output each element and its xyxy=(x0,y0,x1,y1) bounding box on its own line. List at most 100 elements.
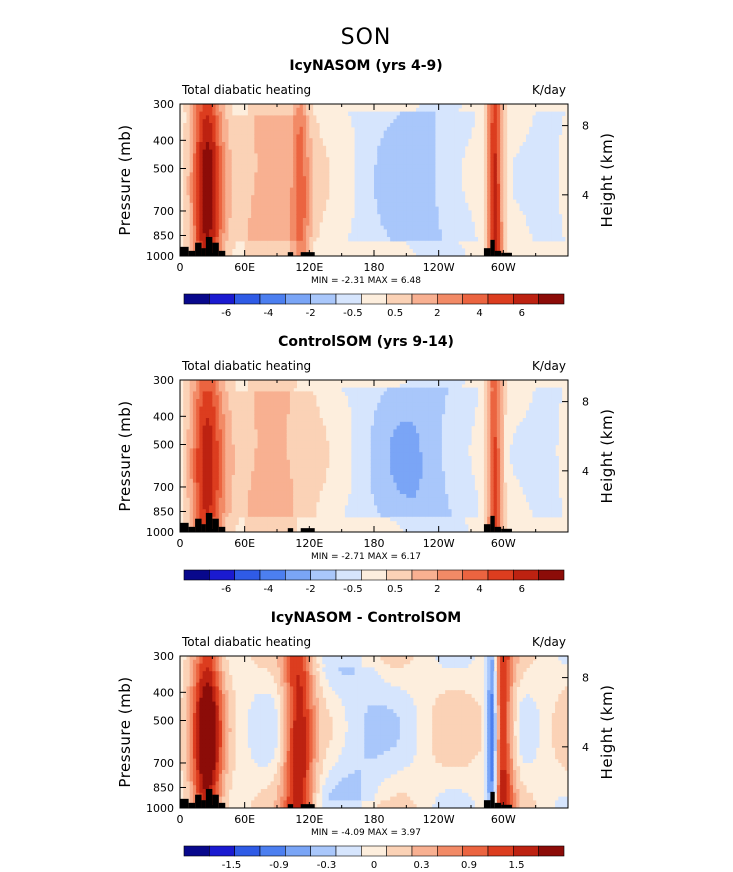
field-cell xyxy=(222,119,226,124)
field-cell xyxy=(241,456,246,461)
field-cell xyxy=(396,221,401,227)
field-cell xyxy=(548,195,553,200)
field-cell xyxy=(228,387,233,392)
field-cell xyxy=(309,145,314,151)
field-cell xyxy=(386,157,391,162)
field-cell xyxy=(412,111,417,116)
field-cell xyxy=(296,142,301,147)
field-cell xyxy=(257,225,262,230)
field-cell xyxy=(192,391,197,396)
field-cell xyxy=(538,214,543,219)
field-cell xyxy=(542,180,546,185)
field-cell xyxy=(503,145,508,151)
field-cell xyxy=(487,195,491,200)
field-cell xyxy=(296,134,301,139)
field-cell xyxy=(396,164,401,170)
field-cell xyxy=(251,210,255,215)
field-cell xyxy=(218,104,223,109)
field-cell xyxy=(192,414,197,419)
field-cell xyxy=(273,149,278,154)
field-cell xyxy=(319,210,323,215)
field-cell xyxy=(425,145,430,151)
field-cell xyxy=(529,180,534,185)
field-cell xyxy=(277,126,281,132)
field-cell xyxy=(458,206,462,211)
field-cell xyxy=(422,126,427,132)
field-cell xyxy=(189,145,194,151)
field-cell xyxy=(260,414,265,419)
field-cell xyxy=(357,149,362,154)
field-cell xyxy=(238,456,243,461)
field-cell xyxy=(247,452,252,457)
field-cell xyxy=(448,248,453,253)
field-cell xyxy=(493,126,498,132)
field-cell xyxy=(199,459,204,465)
field-cell xyxy=(425,252,430,256)
field-cell xyxy=(319,145,323,151)
field-cell xyxy=(361,176,365,181)
field-cell xyxy=(238,172,243,177)
field-cell xyxy=(205,145,210,151)
field-cell xyxy=(264,452,268,457)
field-cell xyxy=(325,157,330,162)
field-cell xyxy=(425,199,430,204)
field-cell xyxy=(403,149,407,154)
field-cell xyxy=(189,429,194,434)
units-label: K/day xyxy=(532,359,566,373)
field-cell xyxy=(448,233,453,238)
field-cell xyxy=(309,221,314,227)
field-cell xyxy=(218,410,223,415)
field-cell xyxy=(264,520,268,525)
field-cell xyxy=(241,399,246,404)
field-cell xyxy=(503,161,508,166)
field-cell xyxy=(186,391,191,396)
field-cell xyxy=(354,142,359,147)
field-cell xyxy=(254,202,259,208)
field-cell xyxy=(215,187,220,192)
field-cell xyxy=(267,218,272,223)
field-cell xyxy=(532,142,537,147)
field-cell xyxy=(247,119,252,124)
field-cell xyxy=(247,123,252,128)
field-cell xyxy=(416,145,420,151)
field-cell xyxy=(199,471,204,476)
field-cell xyxy=(260,478,265,484)
field-cell xyxy=(183,433,188,438)
field-cell xyxy=(555,191,559,196)
field-cell xyxy=(545,218,550,223)
field-cell xyxy=(202,452,207,457)
field-cell xyxy=(315,180,320,185)
field-cell xyxy=(555,164,559,170)
field-cell xyxy=(293,180,297,185)
field-cell xyxy=(199,183,204,189)
field-cell xyxy=(228,524,233,529)
field-cell xyxy=(364,206,369,211)
field-cell xyxy=(467,229,472,234)
field-cell xyxy=(238,164,243,170)
field-cell xyxy=(487,172,491,177)
field-cell xyxy=(283,221,288,227)
field-cell xyxy=(205,210,210,215)
field-cell xyxy=(299,240,304,246)
field-cell xyxy=(189,126,194,132)
field-cell xyxy=(438,176,443,181)
field-cell xyxy=(270,126,275,132)
field-cell xyxy=(390,210,394,215)
field-cell xyxy=(438,237,443,242)
field-cell xyxy=(425,237,430,242)
field-cell xyxy=(189,111,194,116)
field-cell xyxy=(380,225,385,230)
field-cell xyxy=(247,214,252,219)
land-mask xyxy=(300,252,315,256)
field-cell xyxy=(312,206,317,211)
field-cell xyxy=(351,221,356,227)
field-cell xyxy=(374,183,378,189)
field-cell xyxy=(222,421,226,427)
field-cell xyxy=(435,111,440,116)
field-cell xyxy=(234,164,239,170)
field-cell xyxy=(231,195,236,200)
field-cell xyxy=(234,520,239,525)
field-cell xyxy=(267,214,272,219)
field-cell xyxy=(186,161,191,166)
field-cell xyxy=(374,161,378,166)
